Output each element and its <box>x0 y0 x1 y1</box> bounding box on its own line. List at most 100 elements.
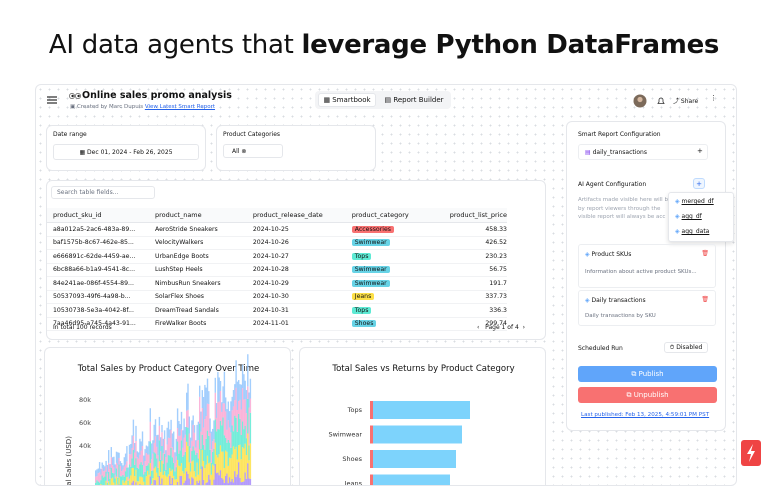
brand-logo <box>741 440 761 466</box>
bell-icon[interactable] <box>656 96 666 106</box>
area-slice <box>173 463 174 476</box>
returns-bar <box>370 401 373 419</box>
area-slice <box>212 429 213 441</box>
area-slice <box>128 467 129 476</box>
area-slice <box>219 402 220 430</box>
sales-bar <box>370 450 456 468</box>
date-picker[interactable]: ▦ Dec 01, 2024 - Feb 26, 2025 <box>53 144 199 160</box>
area-slice <box>125 465 126 471</box>
area-slice <box>167 445 168 463</box>
area-slice <box>221 425 222 451</box>
table-cell: AeroStride Sneakers <box>149 223 247 237</box>
area-slice <box>224 372 225 404</box>
area-slice <box>169 476 170 486</box>
dropdown-item[interactable]: ◈ merged_df <box>675 198 714 205</box>
table-cell: 2024-10-28 <box>247 263 346 277</box>
area-slice <box>241 385 242 410</box>
area-slice <box>202 408 203 435</box>
delete-icon[interactable]: 🗑 <box>701 296 709 303</box>
area-slice <box>161 446 162 461</box>
scheduled-toggle[interactable]: ⏱ Disabled <box>664 342 708 353</box>
area-slice <box>180 424 181 436</box>
area-slice <box>108 481 109 486</box>
area-slice <box>164 439 165 454</box>
area-slice <box>146 445 147 453</box>
area-slice <box>172 478 173 486</box>
area-slice <box>204 468 205 486</box>
table-cell: Shoes <box>346 317 442 331</box>
area-slice <box>109 469 110 479</box>
table-row: 84e241ae-086f-4554-89...NimbusRun Sneake… <box>47 277 507 291</box>
area-slice <box>177 460 178 482</box>
tab-smartbook[interactable]: ▦ Smartbook <box>318 93 376 107</box>
dataset-item[interactable]: ▤ daily_transactions <box>578 144 708 160</box>
area-slice <box>229 411 230 428</box>
area-slice <box>150 441 151 463</box>
area-slice <box>151 443 152 459</box>
area-slice <box>217 473 218 486</box>
area-slice <box>139 439 140 455</box>
area-slice <box>117 452 118 465</box>
date-value: Dec 01, 2024 - Feb 26, 2025 <box>87 149 172 156</box>
area-slice <box>216 403 217 418</box>
date-label: Date range <box>53 131 87 138</box>
table-cell: Swimwear <box>346 263 442 277</box>
area-slice <box>146 466 147 476</box>
last-published[interactable]: Last published: Feb 13, 2025, 4:59:01 PM… <box>581 412 709 418</box>
area-slice <box>183 438 184 455</box>
area-slice <box>209 418 210 433</box>
dropdown-item[interactable]: ◈ agg_data <box>675 228 709 235</box>
area-slice <box>225 451 226 476</box>
area-slice <box>115 475 116 479</box>
area-slice <box>138 459 139 469</box>
add-artifact[interactable]: + <box>693 178 705 189</box>
area-slice <box>190 438 191 449</box>
area-slice <box>105 481 106 486</box>
area-slice <box>186 427 187 442</box>
dropdown-item[interactable]: ◈ agg_df <box>675 213 702 220</box>
avatar[interactable] <box>633 94 647 108</box>
area-slice <box>233 406 234 431</box>
area-slice <box>203 428 204 445</box>
area-slice <box>235 477 236 486</box>
area-slice <box>204 419 205 450</box>
table-cell: 2024-10-27 <box>247 250 346 264</box>
tab-report-builder[interactable]: ▤ Report Builder <box>380 93 448 107</box>
table-cell: VelocityWalkers <box>149 236 247 250</box>
area-slice <box>233 390 234 406</box>
area-slice <box>196 463 197 481</box>
publish-button[interactable]: ⧉ Publish <box>578 366 717 382</box>
dataset-name: daily_transactions <box>593 149 647 156</box>
area-slice <box>155 453 156 466</box>
unpublish-button[interactable]: ⧉ Unpublish <box>578 387 717 403</box>
area-slice <box>120 466 121 476</box>
category-select[interactable]: All ⊗ <box>223 144 283 158</box>
area-slice <box>245 426 246 444</box>
area-slice <box>193 425 194 446</box>
area-slice <box>224 468 225 483</box>
area-slice <box>135 470 136 482</box>
table-cell: baf1575b-8c67-462e-85... <box>47 236 149 250</box>
more-icon[interactable]: ⋮ <box>710 94 717 102</box>
area-slice <box>183 473 184 483</box>
menu-icon[interactable] <box>46 95 58 105</box>
search-input[interactable]: Search table fields... <box>51 186 155 199</box>
report-link[interactable]: View Latest Smart Report <box>145 104 215 110</box>
area-slice <box>193 460 194 478</box>
area-slice <box>178 454 179 466</box>
share-button[interactable]: ⤴ Share <box>673 96 698 105</box>
area-slice <box>248 446 249 461</box>
total-records: In total 100 records <box>53 324 112 331</box>
add-dataset[interactable]: + <box>697 147 703 155</box>
area-slice <box>228 402 229 421</box>
area-slice <box>187 428 188 446</box>
artifact-label: Product SKUs <box>592 251 632 258</box>
table-cell: 10530738-5e3a-4042-8f... <box>47 304 149 318</box>
table-cell: 2024-10-26 <box>247 236 346 250</box>
area-slice <box>173 432 174 450</box>
pagination[interactable]: ‹ Page 1 of 4 › <box>477 324 525 331</box>
area-slice <box>200 469 201 485</box>
delete-icon[interactable]: 🗑 <box>701 250 709 257</box>
